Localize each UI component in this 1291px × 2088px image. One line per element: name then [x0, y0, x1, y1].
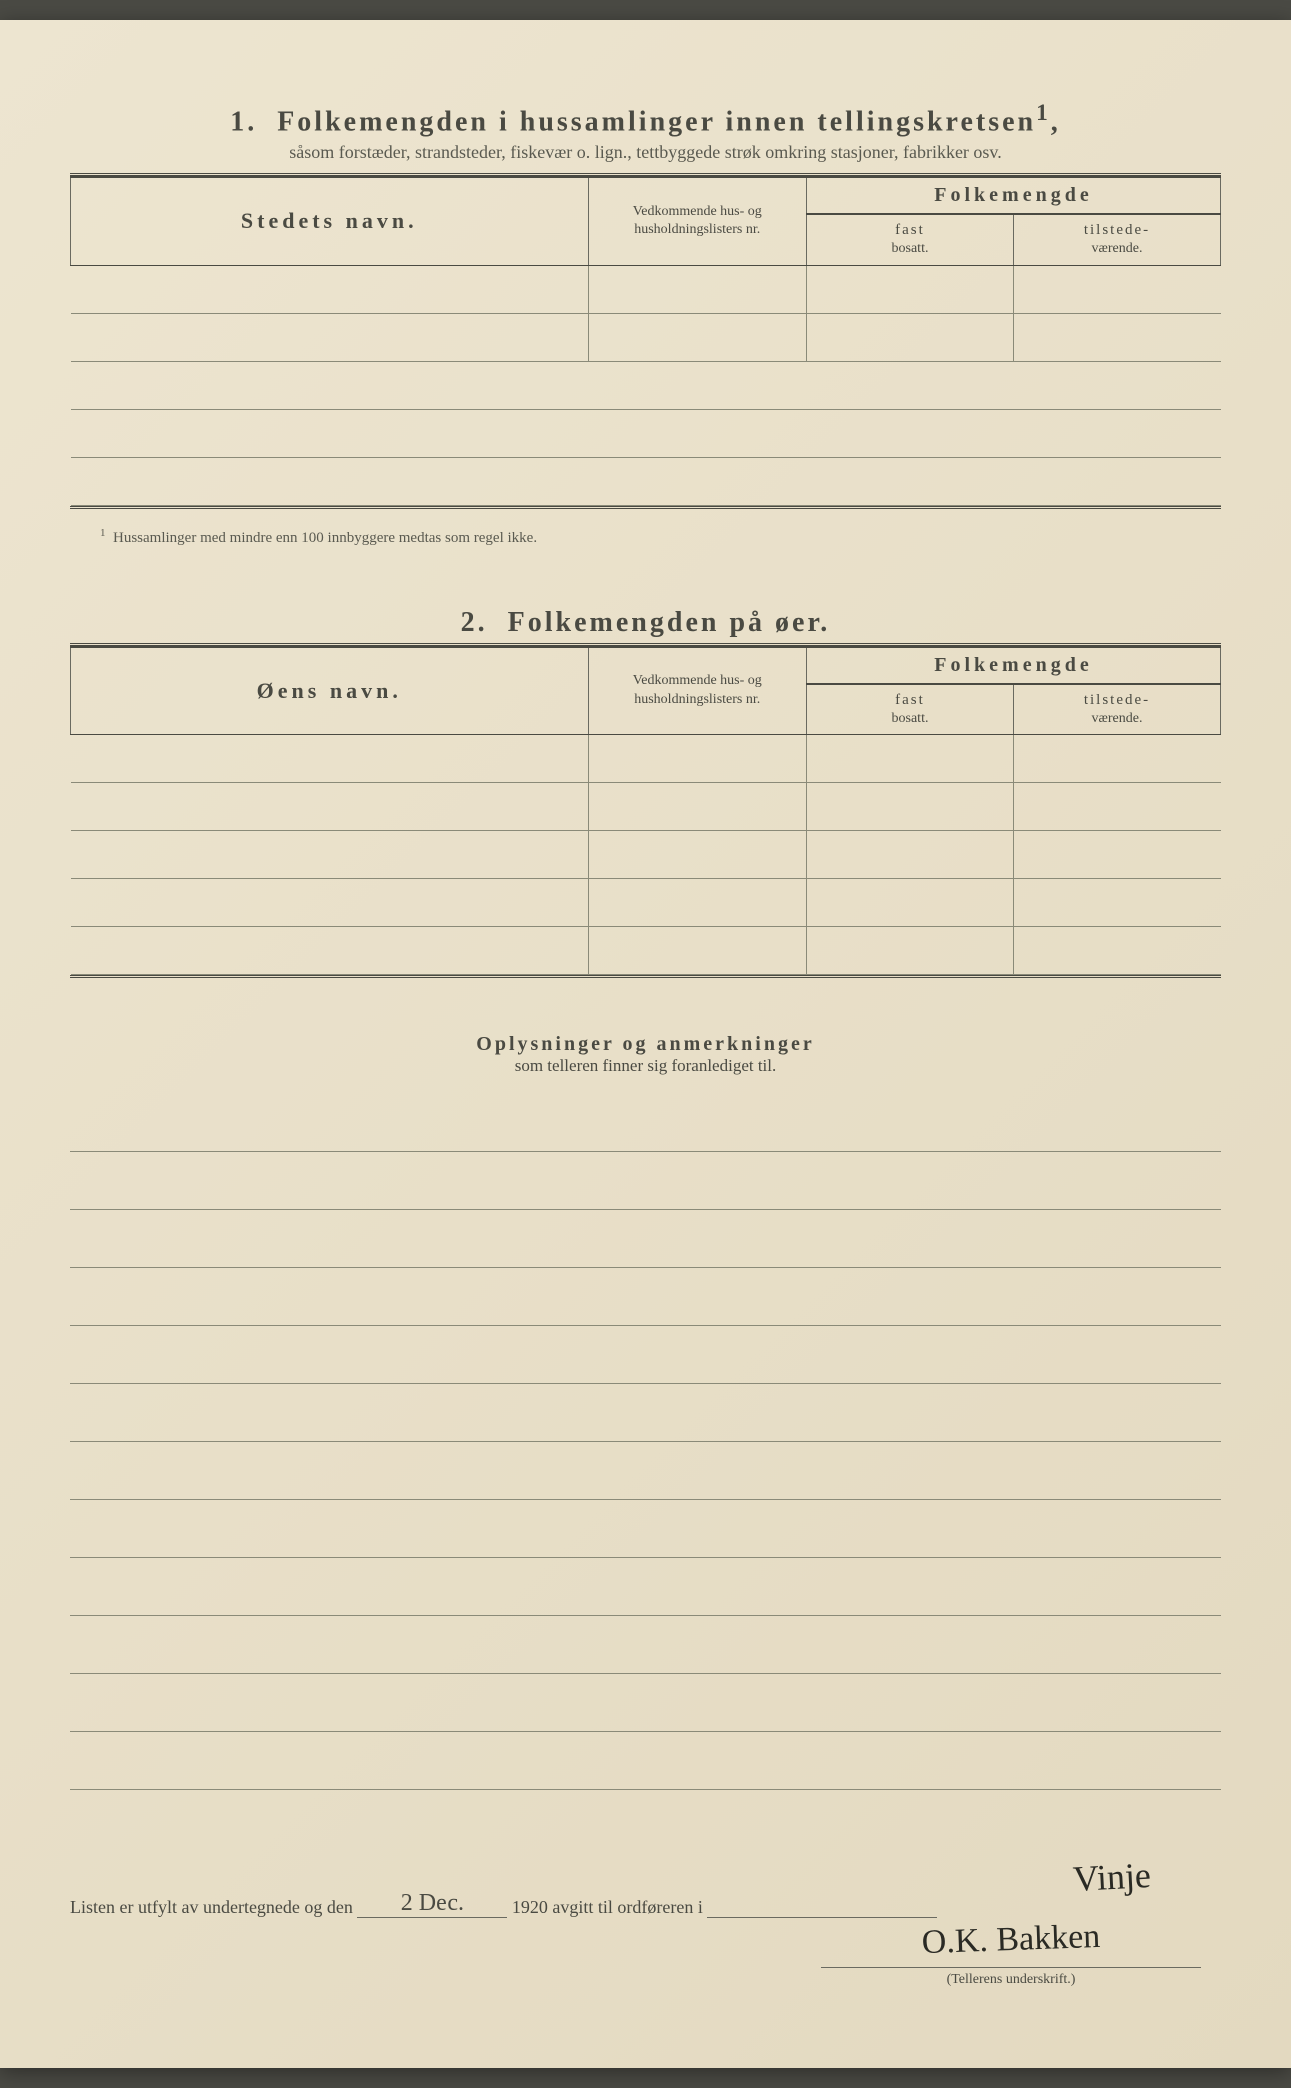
remark-line	[70, 1674, 1221, 1732]
th-oens-navn: Øens navn.	[71, 647, 589, 735]
table-row	[71, 926, 1221, 974]
th-lists-2: Vedkommende hus- og husholdningslisters …	[588, 647, 807, 735]
section-2-title: 2. Folkemengden på øer.	[70, 607, 1221, 639]
th-stedets-navn: Stedets navn.	[71, 177, 589, 265]
th-lists: Vedkommende hus- og husholdningslisters …	[588, 177, 807, 265]
signature-label: (Tellerens underskrift.)	[821, 1967, 1201, 1988]
remark-line	[70, 1442, 1221, 1500]
section-1-number: 1.	[230, 106, 257, 137]
th-tilstede: tilstede- værende.	[1014, 214, 1221, 265]
remark-line	[70, 1616, 1221, 1674]
th-tilstede-2-sub: værende.	[1092, 711, 1143, 726]
table-row	[71, 878, 1221, 926]
section-1: 1. Folkemengden i hussamlinger innen tel…	[70, 100, 1221, 547]
table-row	[71, 313, 1221, 361]
th-tilstede-label: tilstede-	[1084, 222, 1150, 238]
section-2-number: 2.	[461, 607, 488, 638]
th-fast-2-sub: bosatt.	[892, 711, 929, 726]
section-3-subtitle: som telleren finner sig foranlediget til…	[70, 1056, 1221, 1076]
footnote-text: Hussamlinger med mindre enn 100 innbygge…	[113, 530, 537, 546]
th-tilstede-sub: værende.	[1092, 241, 1143, 256]
signature-area: O.K. Bakken (Tellerens underskrift.)	[821, 1920, 1201, 1988]
remark-line	[70, 1094, 1221, 1152]
footer-date: 2 Dес.	[357, 1890, 507, 1918]
remark-line	[70, 1152, 1221, 1210]
table-row	[71, 734, 1221, 782]
remark-line	[70, 1384, 1221, 1442]
section-1-table-wrap: Stedets navn. Vedkommende hus- og hushol…	[70, 173, 1221, 508]
remark-line	[70, 1268, 1221, 1326]
remark-line	[70, 1210, 1221, 1268]
table-row	[71, 457, 1221, 505]
signature-script: O.K. Bakken	[820, 1914, 1201, 1968]
table-row	[71, 830, 1221, 878]
footer-middle: avgitt til ordføreren i	[552, 1897, 702, 1917]
footer-prefix: Listen er utfylt av undertegnede og den	[70, 1897, 353, 1917]
section-1-subtitle: såsom forstæder, strandsteder, fiskevær …	[70, 142, 1221, 163]
th-fast-2-label: fast	[895, 692, 925, 708]
section-3: Oplysninger og anmerkninger som telleren…	[70, 1033, 1221, 1790]
section-2-rows	[71, 734, 1221, 974]
section-1-title-text: Folkemengden i hussamlinger innen tellin…	[277, 106, 1036, 137]
remark-line	[70, 1326, 1221, 1384]
section-1-footnote: 1 Hussamlinger med mindre enn 100 innbyg…	[70, 527, 1221, 547]
th-tilstede-2-label: tilstede-	[1084, 692, 1150, 708]
section-2-title-text: Folkemengden på øer.	[508, 607, 831, 638]
th-fast-sub: bosatt.	[892, 241, 929, 256]
section-2: 2. Folkemengden på øer. Øens navn. Vedko…	[70, 607, 1221, 978]
th-fast-2: fast bosatt.	[807, 684, 1014, 735]
footnote-marker: 1	[100, 527, 106, 539]
section-3-title: Oplysninger og anmerkninger	[70, 1033, 1221, 1056]
census-form-page: 1. Folkemengden i hussamlinger innen tel…	[0, 20, 1291, 2068]
remark-line	[70, 1558, 1221, 1616]
section-2-table: Øens navn. Vedkommende hus- og husholdni…	[70, 646, 1221, 975]
place-signature: Vinje	[1072, 1854, 1152, 1900]
footer-place-line	[707, 1917, 937, 1918]
section-1-sup: 1	[1036, 100, 1051, 126]
footer-year: 1920	[512, 1897, 548, 1917]
section-2-table-wrap: Øens navn. Vedkommende hus- og husholdni…	[70, 643, 1221, 978]
footer-line: Listen er utfylt av undertegnede og den …	[70, 1890, 1221, 1918]
table-row	[71, 265, 1221, 313]
th-fast-label: fast	[895, 222, 925, 238]
section-1-rows	[71, 265, 1221, 505]
section-1-table: Stedets navn. Vedkommende hus- og hushol…	[70, 176, 1221, 505]
table-row	[71, 361, 1221, 409]
section-1-title: 1. Folkemengden i hussamlinger innen tel…	[70, 100, 1221, 138]
th-tilstede-2: tilstede- værende.	[1014, 684, 1221, 735]
th-folkemengde: Folkemengde	[807, 177, 1221, 214]
remark-lines	[70, 1094, 1221, 1790]
table-row	[71, 782, 1221, 830]
th-folkemengde-2: Folkemengde	[807, 647, 1221, 684]
remark-line	[70, 1500, 1221, 1558]
table-row	[71, 409, 1221, 457]
remark-line	[70, 1732, 1221, 1790]
th-fast: fast bosatt.	[807, 214, 1014, 265]
